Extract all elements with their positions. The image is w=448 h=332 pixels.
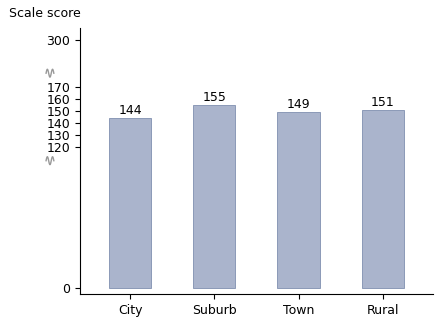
Text: Scale score: Scale score: [9, 7, 81, 20]
Text: 144: 144: [119, 104, 142, 117]
Bar: [109, 118, 151, 289]
Bar: [194, 105, 236, 289]
Text: 151: 151: [370, 96, 394, 109]
Text: 149: 149: [287, 98, 310, 111]
Text: 155: 155: [202, 91, 226, 104]
Bar: [277, 112, 319, 289]
Bar: [362, 110, 404, 289]
